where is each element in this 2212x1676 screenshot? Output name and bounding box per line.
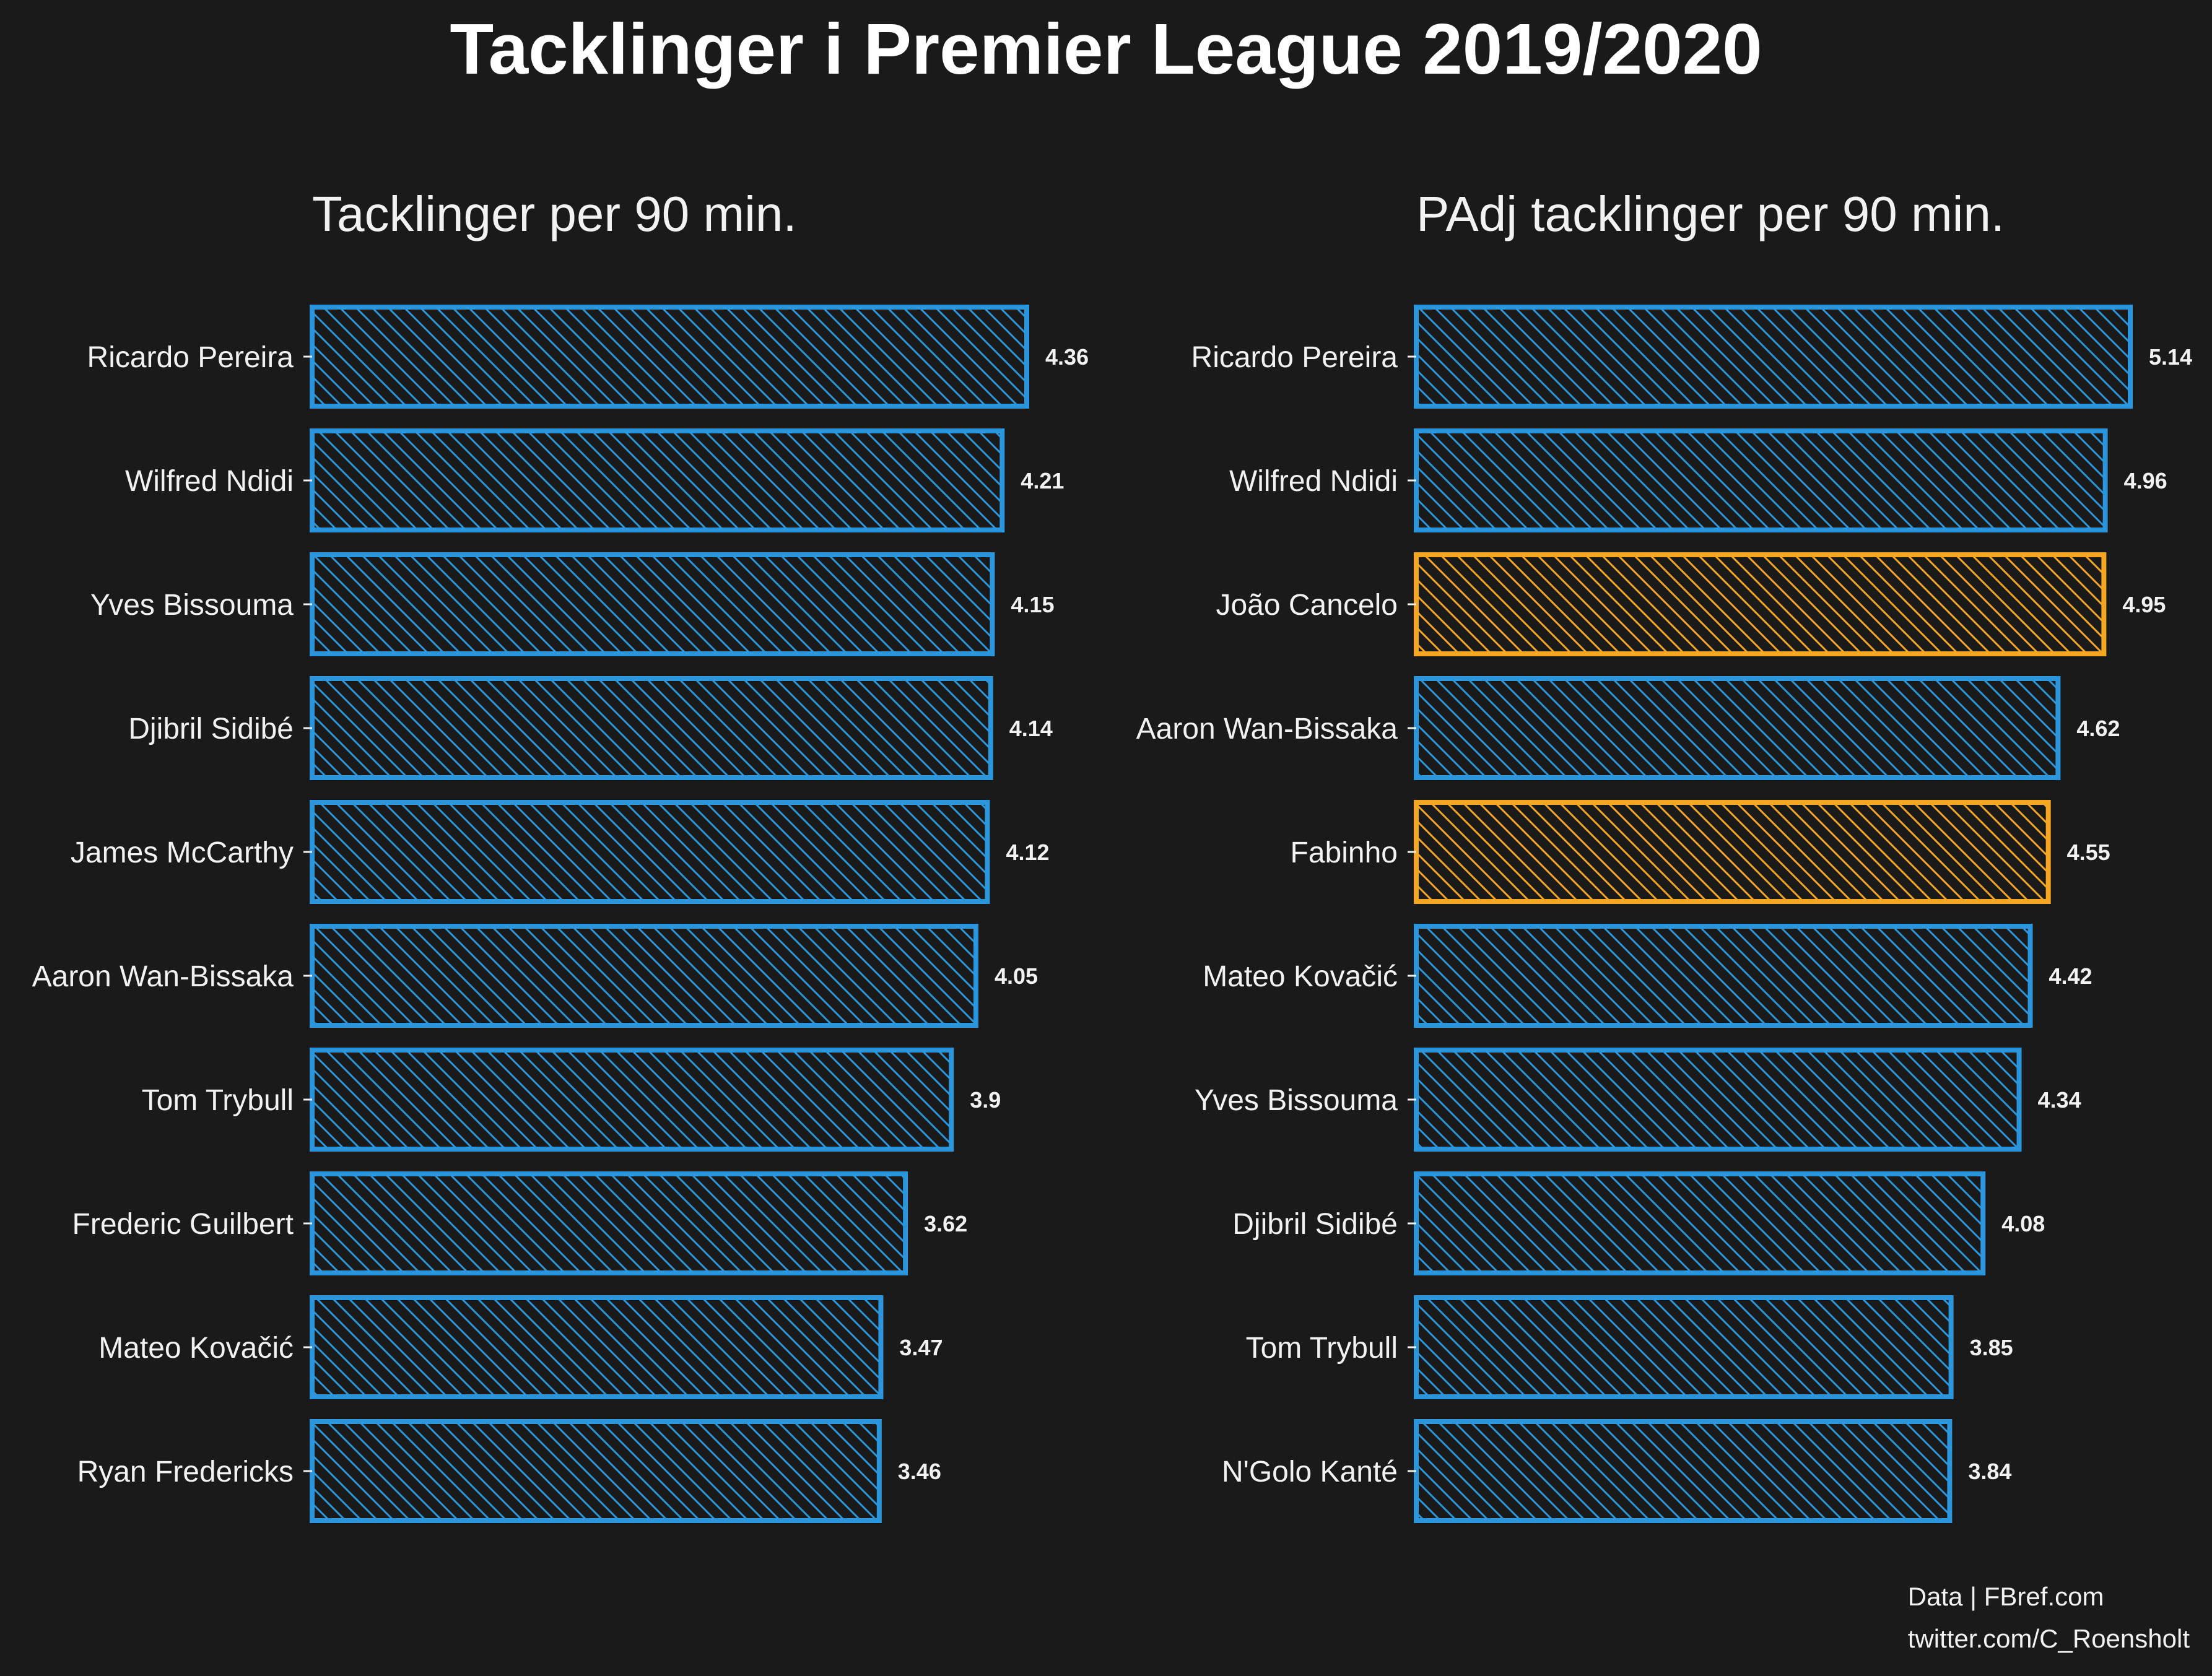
left-bar (310, 924, 978, 1028)
left-value-label: 3.46 (898, 1459, 941, 1484)
right-value-label: 4.55 (2067, 840, 2110, 865)
left-value-label: 4.36 (1045, 344, 1089, 370)
left-category-label: James McCarthy (71, 836, 294, 869)
left-category-label: Yves Bissouma (90, 589, 294, 622)
right-bar (1414, 428, 2108, 532)
right-category-label: Fabinho (1291, 836, 1398, 869)
right-value-label: 4.08 (2001, 1211, 2045, 1236)
left-value-label: 4.14 (1009, 716, 1053, 741)
left-value-label: 4.21 (1021, 468, 1064, 493)
right-category-label: Wilfred Ndidi (1229, 465, 1398, 498)
right-bar (1414, 676, 2061, 780)
right-bar (1414, 924, 2033, 1028)
left-category-label: Ryan Fredericks (77, 1456, 294, 1488)
right-bar (1414, 305, 2133, 409)
right-category-label: Djibril Sidibé (1232, 1208, 1398, 1241)
right-bar (1414, 552, 2107, 656)
left-category-label: Ricardo Pereira (87, 341, 294, 374)
right-value-label: 4.96 (2124, 468, 2167, 493)
left-bar (310, 800, 990, 904)
right-bar (1414, 1419, 1953, 1523)
right-bar (1414, 800, 2051, 904)
left-category-label: Wilfred Ndidi (125, 465, 294, 498)
left-bar (310, 676, 993, 780)
left-bar (310, 552, 995, 656)
left-value-label: 4.05 (995, 963, 1038, 989)
footer: Data | FBref.com twitter.com/C_Roensholt (1908, 1576, 2190, 1660)
left-value-label: 4.12 (1006, 840, 1049, 865)
left-category-label: Frederic Guilbert (72, 1208, 294, 1241)
right-category-label: Yves Bissouma (1195, 1084, 1398, 1117)
left-value-label: 3.62 (924, 1211, 967, 1236)
left-category-label: Djibril Sidibé (128, 713, 294, 745)
right-bar (1414, 1171, 1986, 1275)
right-category-label: Tom Trybull (1246, 1332, 1398, 1365)
left-category-label: Aaron Wan-Bissaka (32, 960, 294, 993)
right-value-label: 4.95 (2122, 592, 2166, 617)
left-bar (310, 1048, 954, 1152)
left-category-label: Tom Trybull (142, 1084, 294, 1117)
right-bar (1414, 1048, 2022, 1152)
left-value-label: 3.47 (899, 1335, 943, 1360)
right-category-label: Aaron Wan-Bissaka (1136, 713, 1398, 745)
right-value-label: 4.42 (2049, 963, 2092, 989)
right-value-label: 4.34 (2038, 1087, 2081, 1113)
right-panel: Ricardo Pereira 5.14 Wilfred Ndidi 4.96 João… (1136, 305, 2192, 1523)
left-value-label: 3.9 (970, 1087, 1001, 1113)
right-bar (1414, 1295, 1954, 1399)
right-panel-title: PAdj tacklinger per 90 min. (1416, 186, 2005, 241)
left-bar (310, 1419, 882, 1523)
left-category-label: Mateo Kovačić (98, 1332, 294, 1365)
right-category-label: Ricardo Pereira (1191, 341, 1398, 374)
left-panel-title: Tacklinger per 90 min. (312, 186, 797, 241)
right-category-label: N'Golo Kanté (1222, 1456, 1398, 1488)
right-value-label: 4.62 (2076, 716, 2120, 741)
footer-source: Data | FBref.com (1907, 1582, 2104, 1611)
left-bar (310, 1295, 884, 1399)
right-value-label: 5.14 (2149, 344, 2192, 370)
left-bar (310, 305, 1029, 409)
right-value-label: 3.84 (1968, 1459, 2011, 1484)
chart-title: Tacklinger i Premier League 2019/2020 (450, 9, 1762, 89)
left-bar (310, 1171, 908, 1275)
footer-handle: twitter.com/C_Roensholt (1907, 1624, 2190, 1653)
right-value-label: 3.85 (1970, 1335, 2013, 1360)
left-value-label: 4.15 (1011, 592, 1054, 617)
right-category-label: João Cancelo (1216, 589, 1398, 622)
left-bar (310, 428, 1005, 532)
right-category-label: Mateo Kovačić (1203, 960, 1398, 993)
left-panel: Ricardo Pereira 4.36 Wilfred Ndidi 4.21 Yves… (32, 305, 1089, 1523)
